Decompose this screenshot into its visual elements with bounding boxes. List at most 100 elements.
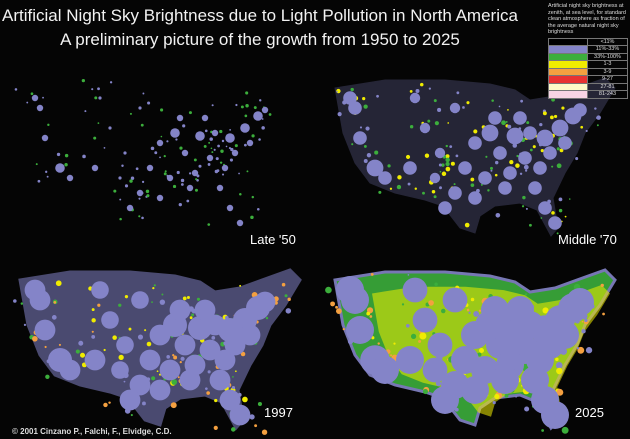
city-glow bbox=[449, 102, 461, 114]
city-glow bbox=[139, 349, 161, 371]
light-spot bbox=[146, 341, 152, 347]
light-spot bbox=[180, 183, 184, 186]
light-spot bbox=[91, 318, 96, 323]
light-spot bbox=[441, 163, 445, 167]
light-spot bbox=[450, 161, 455, 166]
light-spot bbox=[401, 303, 405, 306]
light-spot bbox=[407, 182, 411, 186]
light-spot bbox=[478, 309, 482, 312]
light-spot bbox=[194, 188, 198, 192]
light-spot bbox=[441, 171, 447, 177]
city-glow bbox=[491, 366, 519, 394]
light-spot bbox=[515, 163, 520, 168]
title-line-1: Artificial Night Sky Brightness due to L… bbox=[2, 6, 518, 25]
light-spot bbox=[234, 144, 238, 148]
light-spot bbox=[464, 222, 470, 228]
panel-label: 2025 bbox=[575, 405, 604, 420]
light-spot bbox=[335, 305, 338, 309]
light-spot bbox=[97, 122, 100, 124]
city-glow bbox=[422, 357, 448, 383]
light-spot bbox=[182, 296, 187, 301]
light-spot bbox=[91, 330, 94, 333]
light-spot bbox=[196, 297, 200, 301]
light-spot bbox=[337, 112, 342, 117]
light-spot bbox=[576, 347, 580, 350]
light-spot bbox=[154, 151, 158, 155]
light-spot bbox=[244, 143, 247, 147]
city-glow bbox=[181, 149, 189, 157]
light-spot bbox=[221, 139, 225, 143]
light-spot bbox=[419, 82, 424, 87]
city-glow bbox=[138, 106, 142, 110]
light-spot bbox=[561, 106, 565, 110]
light-spot bbox=[525, 169, 528, 172]
city-glow bbox=[431, 386, 459, 414]
light-spot bbox=[166, 355, 171, 359]
light-spot bbox=[415, 88, 420, 93]
map-panel-1997: 1997 bbox=[0, 250, 315, 439]
light-spot bbox=[584, 318, 588, 323]
legend-swatch bbox=[548, 82, 588, 91]
light-spot bbox=[215, 157, 219, 161]
city-glow bbox=[551, 119, 569, 137]
city-glow bbox=[229, 404, 251, 426]
panel-label: 1997 bbox=[264, 405, 293, 420]
light-spot bbox=[447, 122, 450, 124]
light-spot bbox=[438, 163, 442, 167]
city-glow bbox=[136, 189, 144, 197]
light-spot bbox=[470, 297, 475, 302]
city-glow bbox=[98, 96, 102, 100]
light-spot bbox=[594, 107, 597, 110]
light-spot bbox=[20, 302, 24, 305]
light-spot bbox=[198, 164, 202, 168]
light-spot bbox=[208, 141, 211, 144]
light-spot bbox=[422, 389, 429, 395]
light-spot bbox=[193, 158, 197, 162]
city-glow bbox=[498, 181, 512, 195]
title-line-2: A preliminary picture of the growth from… bbox=[60, 30, 460, 49]
city-glow bbox=[409, 92, 421, 104]
light-spot bbox=[160, 108, 164, 112]
light-spot bbox=[362, 97, 366, 101]
legend-swatch bbox=[548, 52, 588, 61]
light-spot bbox=[439, 186, 442, 190]
light-spot bbox=[519, 172, 523, 175]
light-spot bbox=[55, 280, 62, 287]
light-spot bbox=[261, 118, 264, 120]
light-spot bbox=[186, 295, 190, 299]
light-spot bbox=[245, 103, 249, 108]
light-spot bbox=[600, 283, 604, 288]
light-spot bbox=[160, 135, 163, 138]
light-spot bbox=[498, 105, 501, 108]
light-spot bbox=[13, 299, 17, 303]
light-spot bbox=[142, 401, 146, 406]
light-spot bbox=[522, 195, 526, 200]
light-spot bbox=[221, 173, 225, 176]
city-glow bbox=[573, 103, 587, 117]
legend-label: 27-81 bbox=[587, 82, 628, 91]
legend-item: 27-81 bbox=[548, 82, 628, 91]
city-glow bbox=[434, 147, 446, 159]
light-spot bbox=[434, 282, 438, 286]
city-glow bbox=[523, 126, 537, 140]
light-spot bbox=[516, 154, 519, 158]
light-spot bbox=[602, 312, 605, 316]
city-glow bbox=[541, 401, 569, 429]
city-glow bbox=[29, 289, 51, 311]
city-glow bbox=[149, 324, 171, 346]
light-spot bbox=[254, 424, 258, 428]
map-panel-late-50: Late '50 bbox=[0, 58, 315, 248]
light-spot bbox=[455, 154, 459, 158]
city-glow bbox=[59, 359, 81, 381]
light-spot bbox=[524, 293, 528, 296]
city-glow bbox=[378, 171, 392, 185]
city-glow bbox=[346, 316, 374, 344]
city-glow bbox=[448, 186, 462, 200]
city-glow bbox=[116, 336, 134, 354]
light-spot bbox=[532, 145, 536, 149]
light-spot bbox=[445, 166, 451, 172]
light-spot bbox=[491, 99, 494, 102]
city-glow bbox=[481, 124, 499, 142]
city-glow bbox=[219, 389, 241, 411]
city-glow bbox=[55, 163, 65, 173]
